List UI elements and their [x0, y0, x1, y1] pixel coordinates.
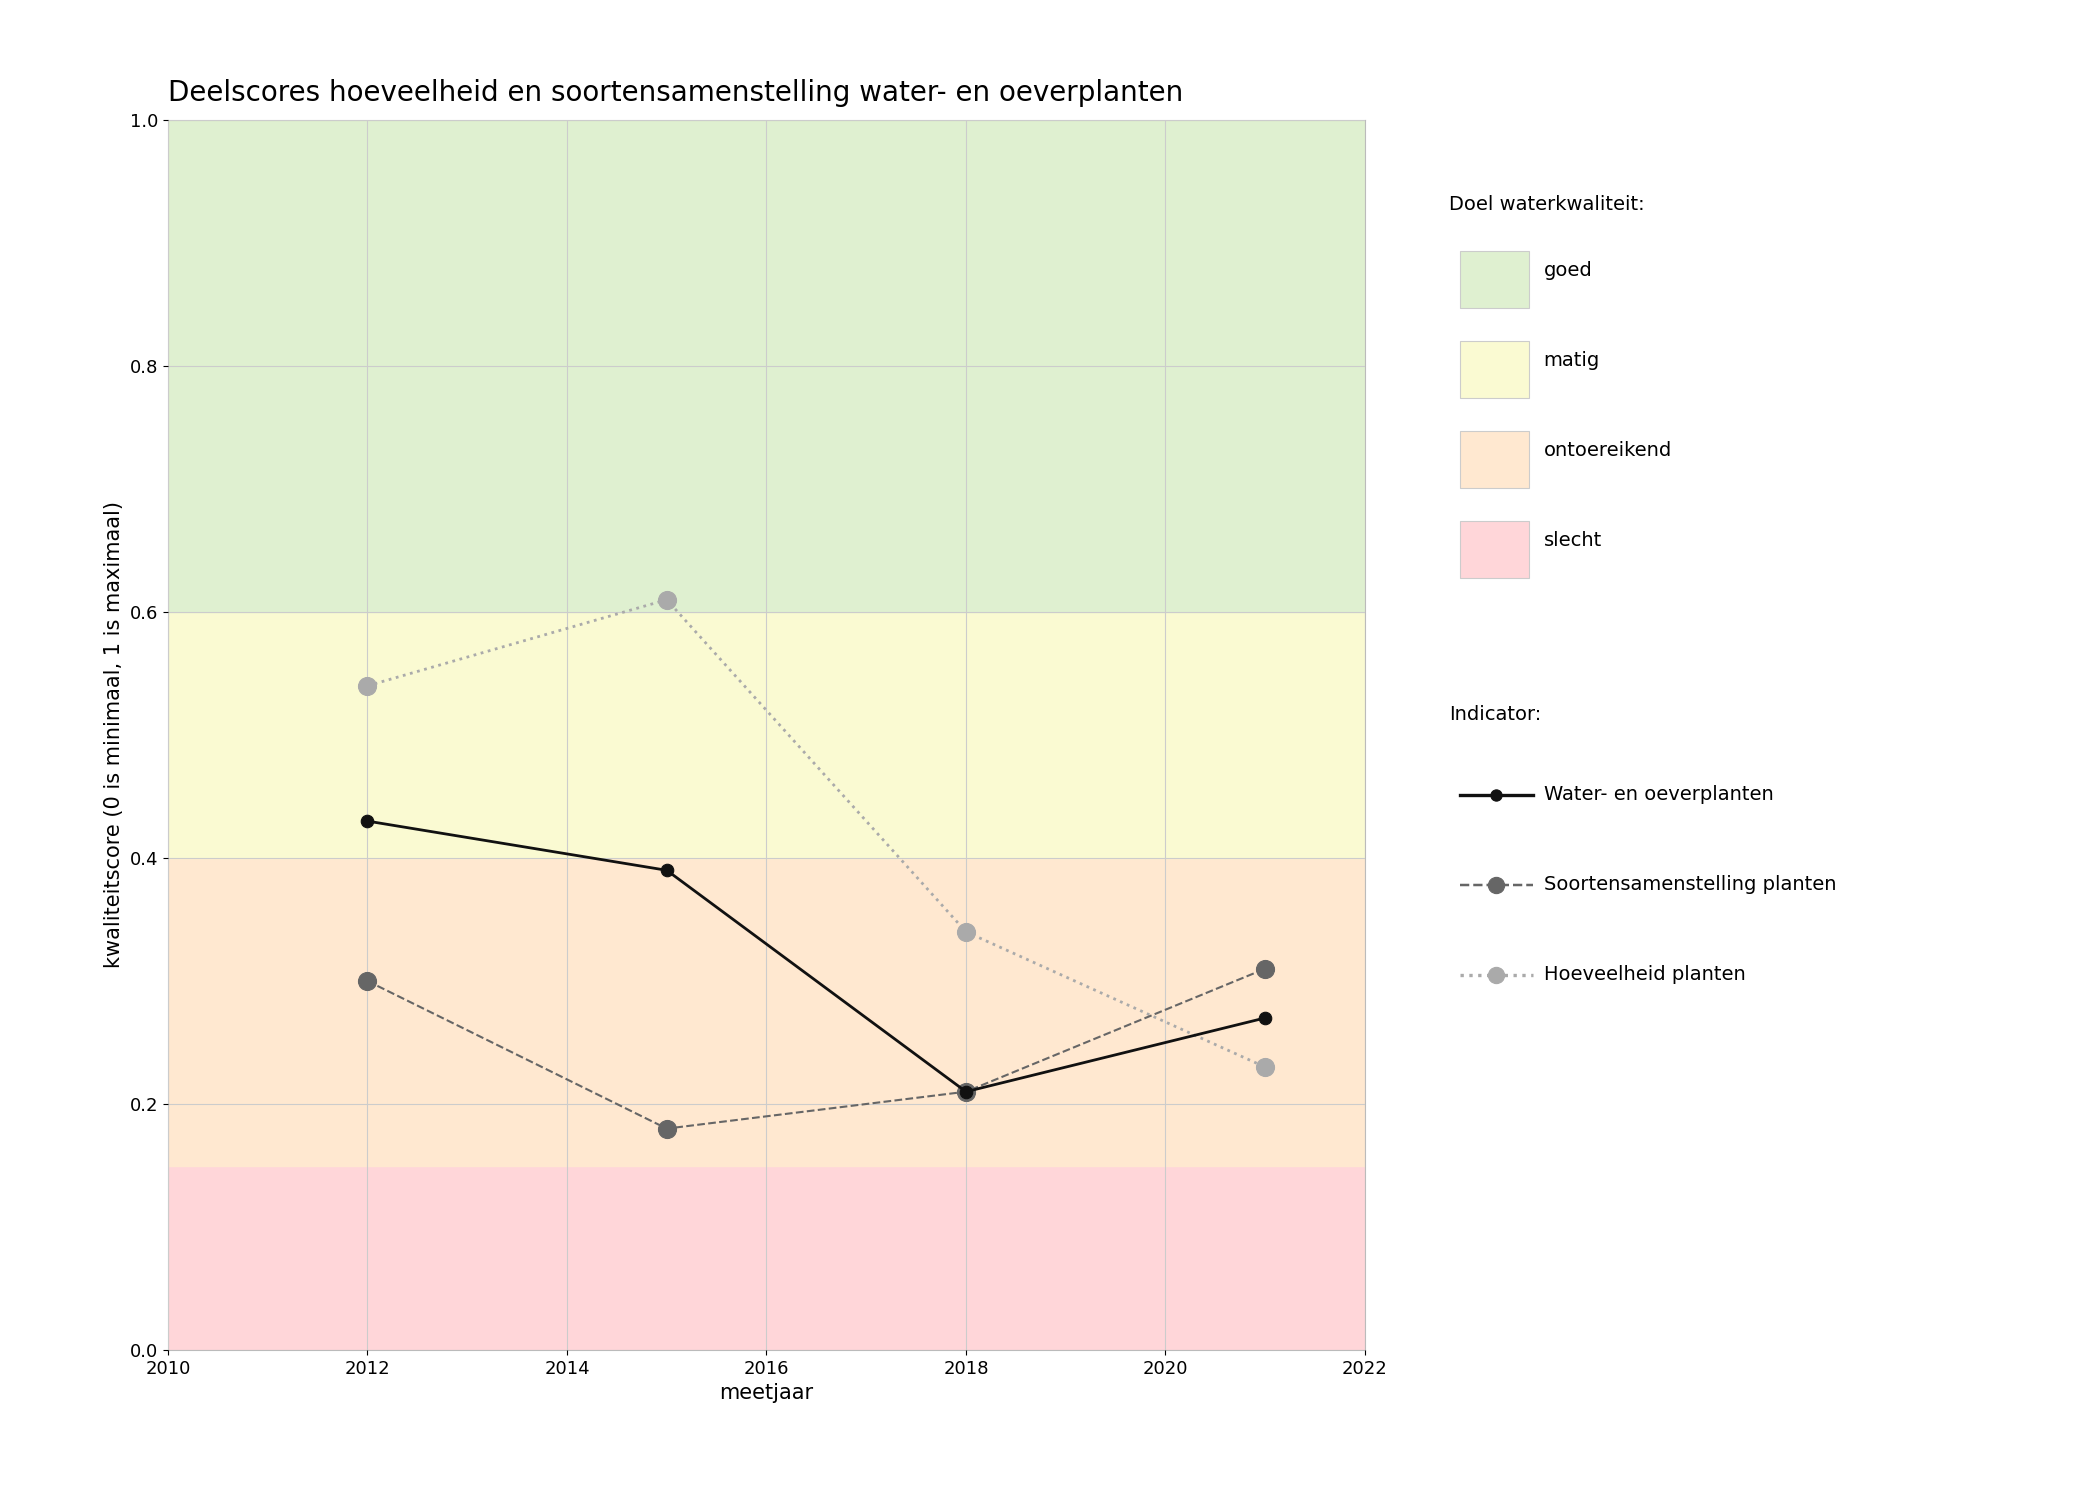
Bar [168, 1166, 1365, 1350]
Text: matig: matig [1544, 351, 1600, 369]
Y-axis label: kwaliteitscore (0 is minimaal, 1 is maximaal): kwaliteitscore (0 is minimaal, 1 is maxi… [105, 501, 124, 969]
Text: Hoeveelheid planten: Hoeveelheid planten [1544, 966, 1745, 984]
Text: ontoereikend: ontoereikend [1544, 441, 1672, 459]
Text: Water- en oeverplanten: Water- en oeverplanten [1544, 786, 1772, 804]
Text: goed: goed [1544, 261, 1592, 279]
Text: Doel waterkwaliteit:: Doel waterkwaliteit: [1449, 195, 1644, 214]
Text: Soortensamenstelling planten: Soortensamenstelling planten [1544, 876, 1835, 894]
Text: slecht: slecht [1544, 531, 1602, 549]
Bar [168, 858, 1365, 1166]
Text: Deelscores hoeveelheid en soortensamenstelling water- en oeverplanten: Deelscores hoeveelheid en soortensamenst… [168, 78, 1182, 106]
Bar [168, 612, 1365, 858]
Text: Indicator:: Indicator: [1449, 705, 1541, 724]
Bar [168, 120, 1365, 612]
X-axis label: meetjaar: meetjaar [720, 1383, 813, 1404]
